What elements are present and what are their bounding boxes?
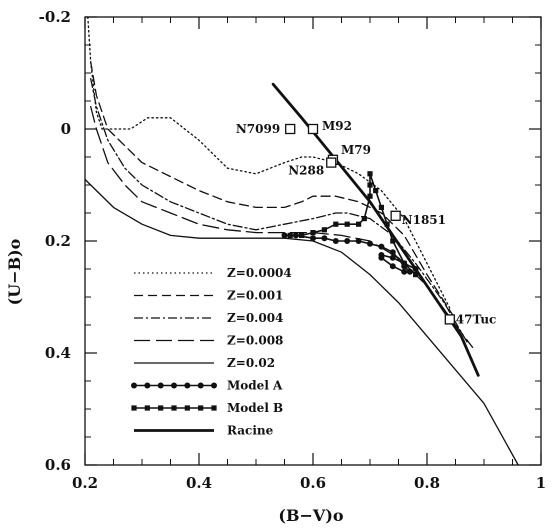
legend-label: Model A <box>227 379 283 393</box>
y-tick-label: 0.4 <box>45 344 71 362</box>
x-tick-label: 0.8 <box>414 474 440 492</box>
series-point <box>367 240 373 247</box>
series-point <box>367 182 373 188</box>
series-point <box>344 221 350 227</box>
series-point <box>361 216 367 222</box>
series-point <box>389 254 396 261</box>
series-point <box>413 272 419 278</box>
cluster-marker <box>326 157 337 168</box>
series-line <box>90 105 474 349</box>
series-point <box>287 232 293 238</box>
series-point <box>356 221 362 227</box>
cluster-label: N288 <box>288 164 324 178</box>
series-7 <box>271 82 480 377</box>
cluster-marker <box>307 123 319 135</box>
series-point <box>367 193 373 199</box>
x-tick-label: 1 <box>536 474 546 492</box>
series-layer <box>84 16 519 466</box>
legend-label: Model B <box>227 401 283 415</box>
series-point <box>310 230 316 236</box>
series-line <box>84 178 519 466</box>
series-point <box>281 232 288 239</box>
legend-label: Z=0.02 <box>227 356 275 370</box>
clusters-layer: N7099 M92 M79 N288 N1851 47Tuc <box>236 119 497 326</box>
legend-marker <box>211 382 217 389</box>
series-point <box>378 252 385 258</box>
legend-marker <box>184 405 190 411</box>
series-point <box>355 238 362 244</box>
y-tick-label: 0.6 <box>45 456 71 474</box>
legend-marker <box>184 382 191 389</box>
series-1 <box>90 61 457 321</box>
legend-marker <box>171 382 177 389</box>
cluster-label: N1851 <box>402 213 446 227</box>
series-point <box>384 221 390 227</box>
series-point <box>373 188 379 194</box>
series-point <box>378 204 384 210</box>
legend-label: Z=0.001 <box>227 289 283 303</box>
x-axis-title: (B−V)o <box>278 506 343 525</box>
series-line <box>271 82 480 377</box>
series-point <box>332 238 339 244</box>
series-4 <box>84 178 519 466</box>
series-point <box>389 249 396 256</box>
series-point <box>344 238 351 244</box>
x-tick-label: 0.6 <box>300 474 326 492</box>
series-3 <box>90 105 474 349</box>
series-point <box>390 238 396 244</box>
legend: Z=0.0004 Z=0.001 Z=0.004 Z=0.008 Z=0.02 Model… <box>131 266 292 438</box>
cluster-label: M79 <box>341 143 371 157</box>
y-axis-title: (U−B)o <box>5 238 24 305</box>
axes: 0.2 0.4 0.6 0.8 1 -0.2 0 0.2 0.4 0.6 <box>39 8 547 492</box>
legend-marker <box>158 405 164 411</box>
legend-marker <box>198 405 204 411</box>
cluster-label: M92 <box>322 119 352 133</box>
legend-marker <box>197 382 204 389</box>
legend-marker <box>144 405 150 411</box>
series-line <box>87 16 451 309</box>
legend-marker <box>171 405 177 411</box>
series-point <box>389 263 396 270</box>
series-0 <box>87 16 451 309</box>
cluster-marker <box>444 314 455 325</box>
legend-marker <box>131 405 137 411</box>
series-point <box>321 235 328 242</box>
legend-label: Z=0.008 <box>227 334 283 348</box>
legend-label: Racine <box>227 424 274 438</box>
cluster-label: N7099 <box>236 122 280 136</box>
series-line <box>90 61 457 321</box>
y-tick-label: -0.2 <box>39 8 71 26</box>
legend-label: Z=0.0004 <box>227 266 292 280</box>
cluster-label: 47Tuc <box>456 312 497 326</box>
y-tick-label: 0 <box>61 120 71 138</box>
legend-label: Z=0.004 <box>227 311 283 325</box>
series-point <box>310 235 316 242</box>
series-point <box>299 232 305 238</box>
series-point <box>401 268 408 275</box>
y-tick-label: 0.2 <box>45 232 71 250</box>
cluster-marker <box>285 123 296 135</box>
series-point <box>333 221 339 227</box>
legend-marker <box>131 382 137 389</box>
legend-marker <box>211 405 217 411</box>
x-tick-label: 0.2 <box>72 474 98 492</box>
series-point <box>367 171 373 177</box>
legend-marker <box>157 382 164 389</box>
x-tick-label: 0.4 <box>186 474 212 492</box>
cluster-marker <box>390 210 401 221</box>
series-5 <box>281 232 419 275</box>
series-point <box>321 227 327 233</box>
series-point <box>401 260 407 266</box>
series-point <box>378 243 385 250</box>
legend-marker <box>144 382 151 389</box>
